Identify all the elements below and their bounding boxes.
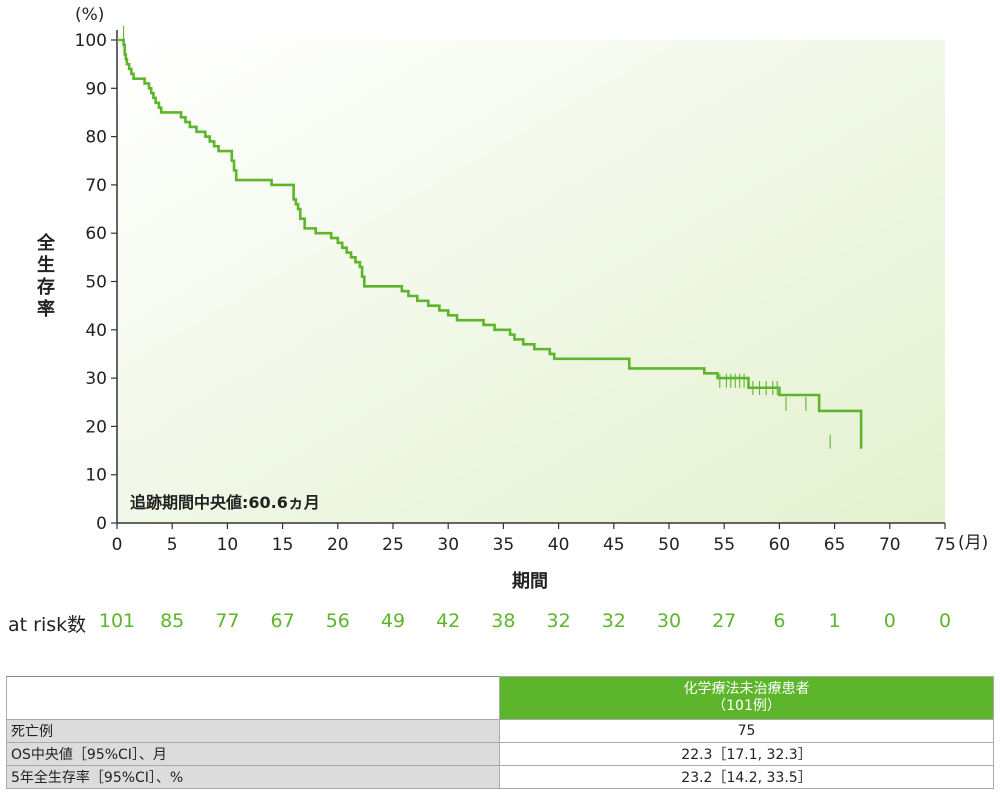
- at-risk-value: 0: [883, 610, 896, 632]
- x-tick-label: 10: [217, 535, 239, 555]
- x-tick-label: 75: [934, 535, 956, 555]
- x-tick-label: 45: [603, 535, 625, 555]
- y-tick-label: 70: [85, 176, 107, 196]
- at-risk-value: 38: [491, 610, 516, 632]
- y-tick-label: 30: [85, 369, 107, 389]
- x-tick-label: 65: [824, 535, 846, 555]
- y-axis-title: 全生存率: [36, 232, 56, 320]
- x-tick-label: 5: [167, 535, 178, 555]
- x-tick-label: 35: [493, 535, 515, 555]
- x-tick-label: 70: [879, 535, 901, 555]
- at-risk-value: 30: [656, 610, 682, 632]
- y-tick-label: 90: [85, 79, 107, 99]
- at-risk-value: 42: [436, 610, 461, 632]
- at-risk-value: 101: [98, 610, 136, 632]
- x-axis-title: 期間: [512, 571, 548, 592]
- y-tick-label: 100: [75, 31, 107, 51]
- at-risk-value: 27: [712, 610, 737, 632]
- row-value-5yr-os: 23.2［14.2, 33.5］: [499, 765, 994, 789]
- y-tick-label: 20: [85, 417, 107, 437]
- at-risk-value: 0: [938, 610, 952, 632]
- table-row: OS中央値［95%CI］、月 22.3［17.1, 32.3］: [6, 742, 994, 766]
- at-risk-value: 77: [215, 610, 240, 632]
- row-label-5yr-os: 5年全生存率［95%CI］、%: [6, 765, 500, 789]
- follow-up-annotation: 追跡期間中央値:60.6ヵ月: [130, 493, 320, 512]
- x-tick-label: 0: [112, 535, 123, 555]
- at-risk-value: 32: [601, 610, 626, 632]
- y-axis-title-char: 率: [37, 298, 55, 320]
- x-tick-label: 60: [769, 535, 791, 555]
- table-corner: [6, 676, 500, 720]
- y-tick-label: 0: [96, 514, 107, 534]
- y-axis-title-char: 全: [36, 232, 56, 254]
- x-tick-label: 55: [713, 535, 735, 555]
- at-risk-row: at risk数 101 85 77 67 56 49 42 38 32 32 30 27 6 1 0 0: [0, 610, 1000, 640]
- column-header: 化学療法未治療患者 （101例）: [499, 676, 994, 720]
- x-tick-label: 20: [327, 535, 349, 555]
- x-tick-label: 30: [437, 535, 459, 555]
- table-row: 5年全生存率［95%CI］、% 23.2［14.2, 33.5］: [6, 765, 994, 789]
- row-value-os-median: 22.3［17.1, 32.3］: [499, 742, 994, 766]
- y-tick-label: 60: [85, 224, 107, 244]
- x-tick-label: 40: [548, 535, 570, 555]
- column-header-line2: （101例）: [712, 698, 781, 714]
- x-tick-label: 15: [272, 535, 294, 555]
- at-risk-value: 56: [325, 610, 350, 632]
- km-chart: 0 10 20 30 40 50 60 70 80 90 100 0 5 10 15 20 25 30 35 40 4…: [36, 5, 988, 592]
- at-risk-value: 32: [546, 610, 571, 632]
- at-risk-value: 6: [773, 610, 786, 632]
- y-tick-label: 50: [85, 273, 107, 293]
- x-unit-label: (月): [958, 533, 988, 553]
- at-risk-value: 49: [380, 610, 406, 632]
- column-header-line1: 化学療法未治療患者: [683, 681, 810, 697]
- y-tick-label: 40: [85, 321, 107, 341]
- survival-curve: [117, 38, 863, 449]
- at-risk-value: 85: [160, 610, 185, 632]
- y-tick-label: 80: [85, 128, 107, 148]
- at-risk-value: 67: [270, 610, 295, 632]
- x-tick-label: 50: [658, 535, 680, 555]
- at-risk-value: 1: [828, 610, 841, 632]
- table-row: 死亡例 75: [6, 719, 994, 743]
- y-axis-title-char: 存: [37, 276, 55, 298]
- y-unit-label: (%): [75, 5, 104, 25]
- row-value-deaths: 75: [499, 719, 994, 743]
- y-tick-label: 10: [85, 466, 107, 486]
- at-risk-label: at risk数: [8, 614, 87, 636]
- x-tick-label: 25: [382, 535, 404, 555]
- row-label-deaths: 死亡例: [6, 719, 500, 743]
- table-header-row: 化学療法未治療患者 （101例）: [6, 676, 994, 720]
- y-axis-title-char: 生: [37, 254, 55, 276]
- row-label-os-median: OS中央値［95%CI］、月: [6, 742, 500, 766]
- summary-table: 化学療法未治療患者 （101例） 死亡例 75 OS中央値［95%CI］、月 2…: [6, 676, 994, 789]
- plot-background: [117, 40, 945, 523]
